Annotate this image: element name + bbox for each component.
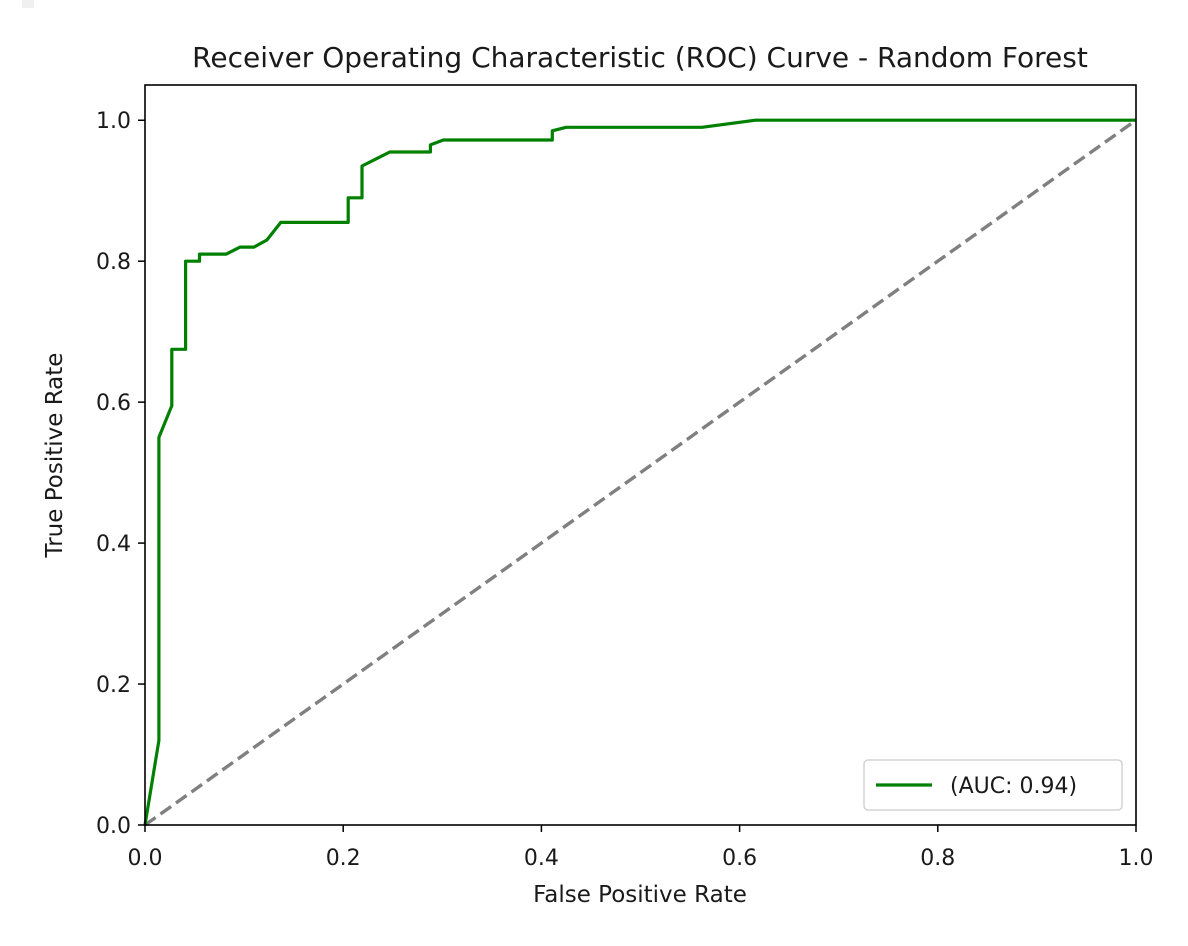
y-tick-label: 0.8	[96, 250, 131, 275]
legend-label: (AUC: 0.94)	[950, 774, 1077, 799]
y-tick-label: 0.6	[96, 391, 131, 416]
roc-curve-line	[143, 118, 1136, 826]
chance-diagonal-line	[144, 118, 1137, 827]
plot-area	[143, 84, 1137, 827]
x-tick-label: 0.4	[524, 846, 559, 871]
series-layer	[143, 118, 1137, 827]
x-tick-label: 0.6	[722, 846, 757, 871]
plot-frame	[144, 84, 1137, 826]
y-axis: 0.0 0.2 0.4 0.6 0.8 1.0	[96, 109, 145, 839]
y-axis-label: True Positive Rate	[42, 353, 68, 559]
y-tick-label: 1.0	[96, 109, 131, 134]
chart-title: Receiver Operating Characteristic (ROC) …	[192, 41, 1088, 74]
x-tick-label: 0.2	[326, 846, 361, 871]
y-tick-label: 0.2	[96, 673, 131, 698]
x-tick-label: 0.8	[920, 846, 955, 871]
corner-mark	[22, 0, 34, 8]
y-tick-label: 0.0	[96, 814, 131, 839]
x-axis-label: False Positive Rate	[533, 882, 747, 908]
y-tick-label: 0.4	[96, 532, 131, 557]
legend: (AUC: 0.94)	[863, 759, 1123, 811]
x-axis: 0.0 0.2 0.4 0.6 0.8 1.0	[128, 825, 1154, 871]
x-tick-label: 1.0	[1119, 846, 1154, 871]
legend-box	[863, 759, 1123, 811]
x-tick-label: 0.0	[128, 846, 163, 871]
